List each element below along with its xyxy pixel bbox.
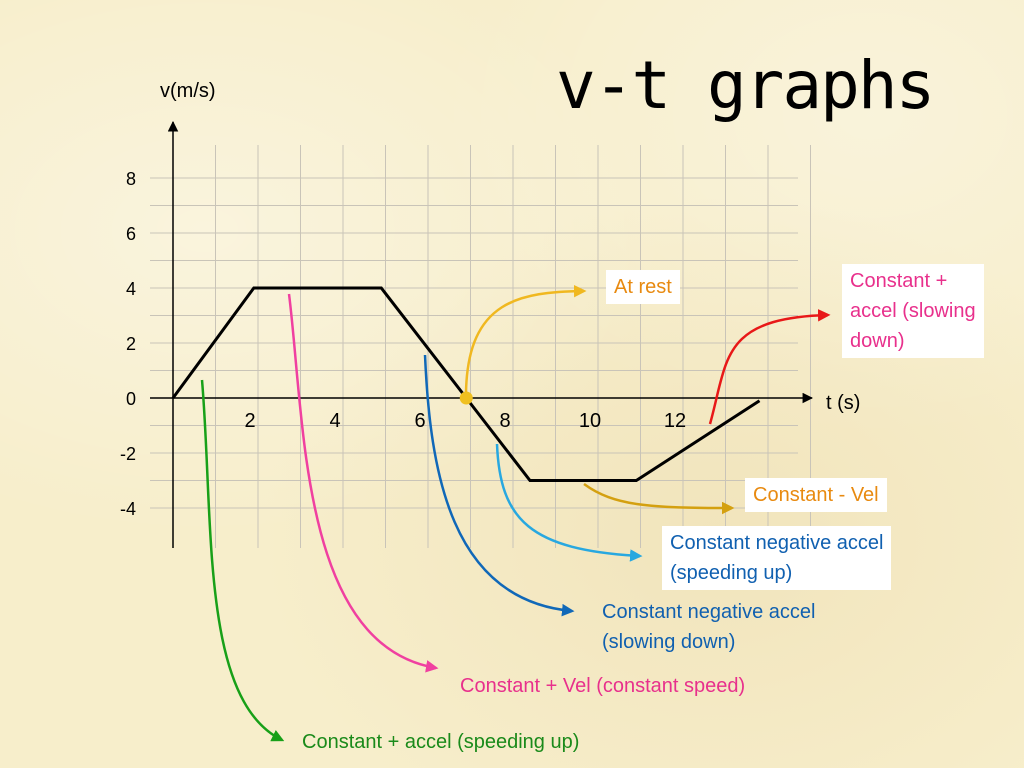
annotation-line: Constant negative accel (670, 532, 884, 554)
annotation-line: Constant - Vel (753, 484, 879, 506)
annotation-const-neg-accel-slowing: Constant negative accel (slowing down) (602, 597, 815, 657)
at-rest-marker (459, 391, 473, 405)
annotation-const-pos-accel-speeding: Constant + accel (speeding up) (302, 727, 579, 757)
y-tick-label: 2 (126, 334, 136, 354)
series (171, 286, 761, 482)
arrow-const-pos-accel-speeding (200, 379, 285, 742)
annotation-line: Constant + Vel (constant speed) (460, 675, 746, 697)
annotation-const-pos-accel-slowing: Constant + accel (slowing down) (842, 264, 984, 358)
arrow-const-pos-vel (287, 293, 439, 673)
arrow-at-rest (464, 284, 587, 393)
y-tick-label: 8 (126, 169, 136, 189)
annotation-const-neg-accel-speeding: Constant negative accel (speeding up) (662, 526, 892, 590)
axes (150, 120, 814, 548)
y-axis-label: v(m/s) (160, 80, 216, 102)
arrow-const-neg-vel (583, 482, 735, 515)
annotation-const-pos-vel: Constant + Vel (constant speed) (460, 671, 745, 701)
y-tick-label: -2 (120, 444, 136, 464)
arrow-const-pos-accel-slowing (708, 309, 831, 425)
page-title: v-t graphs (556, 47, 935, 124)
arrow-const-neg-accel-slowing (423, 354, 575, 617)
annotation-line: At rest (614, 276, 672, 298)
x-tick-label: 2 (244, 410, 255, 432)
annotation-line: Constant negative accel (602, 601, 816, 623)
annotation-line: Constant + (850, 270, 948, 292)
annotation-line: accel (slowing (850, 300, 976, 322)
x-tick-label: 12 (664, 410, 686, 432)
x-tick-label: 8 (499, 410, 510, 432)
annotation-line: Constant + accel (speeding up) (302, 731, 580, 753)
arrow-const-neg-accel-speeding (495, 443, 643, 562)
x-tick-label: 10 (579, 410, 601, 432)
y-tick-label: 4 (126, 279, 136, 299)
x-tick-label: 4 (329, 410, 340, 432)
y-tick-label: -4 (120, 499, 136, 519)
y-tick-label: 0 (126, 389, 136, 409)
annotation-line: (speeding up) (670, 562, 793, 584)
annotation-line: (slowing down) (602, 631, 736, 653)
grid (150, 145, 811, 548)
x-tick-label: 6 (414, 410, 425, 432)
tick-labels: 8 6 4 2 0 -2 -4 2 4 6 8 10 12 (120, 169, 686, 519)
annotation-line: down) (850, 330, 905, 352)
annotation-const-neg-vel: Constant - Vel (745, 478, 887, 512)
y-tick-label: 6 (126, 224, 136, 244)
annotation-at-rest: At rest (606, 270, 680, 304)
annotation-arrows (200, 284, 831, 742)
x-axis-label: t (s) (826, 392, 861, 414)
